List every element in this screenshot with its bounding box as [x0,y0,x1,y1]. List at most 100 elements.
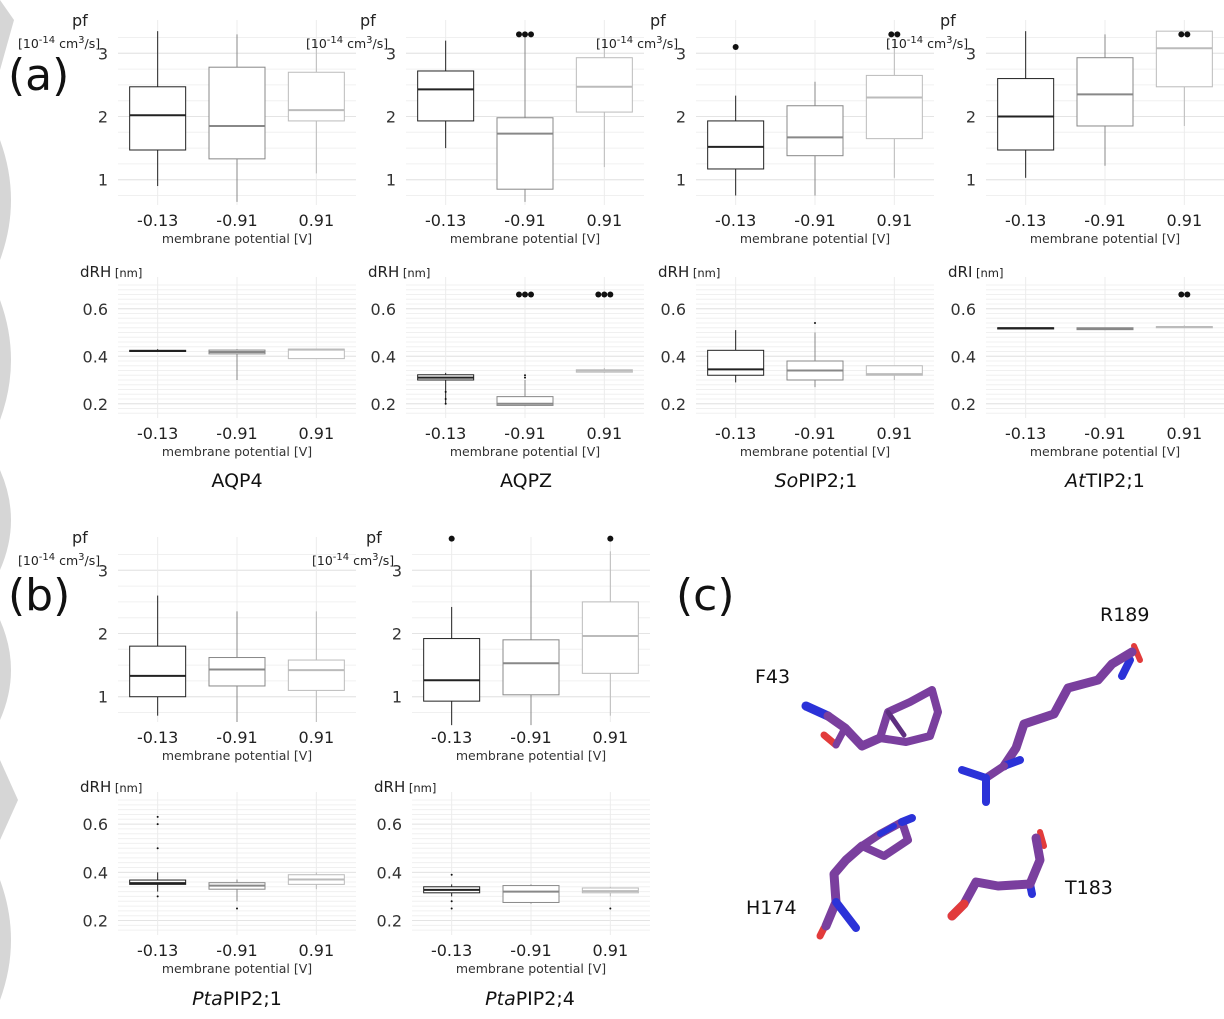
y-tick-label: 1 [392,688,402,707]
outlier-point [609,907,612,910]
outlier-point [522,31,528,38]
x-tick-label: -0.91 [794,211,835,230]
residue-structure [801,643,1143,940]
box-iqr [707,120,765,170]
outlier-point [156,847,159,850]
outlier-point [894,31,901,38]
box-0.91 [287,40,345,174]
y-axis-label: dRH [nm] [658,263,720,281]
y-tick-label: 1 [676,171,686,190]
box-0.91 [581,535,639,716]
residue-f43-sticks [801,686,942,751]
box--0.91 [1076,327,1134,331]
y-axis-unit: [10-14 cm3/s] [306,35,388,52]
outlier-point [450,900,453,903]
box-0.91 [287,611,345,722]
x-axis-label: membrane potential [V] [1030,231,1180,246]
outlier-point [1184,291,1191,298]
box--0.91 [786,81,844,196]
box-0.91 [287,348,345,360]
y-tick-label: 0.6 [951,300,976,319]
y-tick-label: 2 [966,108,976,127]
y-tick-label: 0.2 [371,395,396,414]
x-tick-label: 0.91 [299,941,335,960]
x-axis-label: membrane potential [V] [162,231,312,246]
outlier-point [450,873,453,876]
box--0.13 [707,330,765,383]
outlier-point [524,376,526,379]
box-0.91 [1155,291,1213,329]
outlier-point [516,291,522,298]
y-tick-label: 0.4 [951,347,976,366]
y-tick-label: 2 [392,625,402,644]
x-tick-label: -0.13 [425,424,466,443]
outlier-point [607,291,614,298]
x-axis-label: membrane potential [V] [162,961,312,976]
y-tick-label: 3 [392,561,402,580]
x-tick-label: 0.91 [587,211,623,230]
protein-name-ptapip24: PtaPIP2;4 [485,988,575,1010]
y-tick-label: 0.2 [83,912,108,931]
x-axis-label: membrane potential [V] [450,231,600,246]
box--0.13 [129,349,187,353]
x-tick-label: -0.13 [715,424,756,443]
y-axis-unit: [10-14 cm3/s] [596,35,678,52]
y-tick-label: 0.4 [377,863,402,882]
box-0.91 [581,886,639,910]
x-tick-label: 0.91 [1167,424,1203,443]
box-iqr [417,70,475,122]
x-tick-label: -0.13 [715,211,756,230]
x-tick-label: -0.13 [1005,211,1046,230]
outlier-point [444,390,447,393]
x-axis-label: membrane potential [V] [162,444,312,459]
box--0.13 [423,873,481,910]
y-axis-label: dRH [nm] [374,778,436,796]
protein-name-aqp4: AQP4 [211,470,263,492]
box--0.91 [496,291,554,407]
outlier-point [524,374,526,377]
x-tick-label: -0.91 [1084,211,1125,230]
box-iqr [423,638,481,702]
outlier-point [528,291,534,298]
x-tick-label: -0.91 [504,424,545,443]
y-axis-unit: [10-14 cm3/s] [18,35,100,52]
x-tick-label: -0.13 [137,941,178,960]
box-iqr [786,105,844,157]
y-tick-label: 1 [386,171,396,190]
box-0.91 [575,291,633,373]
box-0.91 [865,365,923,380]
y-axis-unit: [10-14 cm3/s] [312,552,394,569]
y-axis-label: pf [72,528,88,547]
box--0.13 [417,40,475,149]
box--0.13 [417,372,475,405]
outlier-point [516,31,522,38]
y-axis-label: dRH [nm] [80,778,142,796]
x-tick-label: -0.13 [1005,424,1046,443]
y-tick-label: 3 [676,44,686,63]
y-axis-label: pf [360,11,376,30]
box-iqr [208,657,266,687]
x-tick-label: -0.91 [216,941,257,960]
y-axis-label: pf [72,11,88,30]
x-tick-label: -0.13 [137,728,178,747]
y-tick-label: 0.6 [661,300,686,319]
x-tick-label: -0.13 [137,211,178,230]
panel-label-b: (b) [8,570,71,621]
box-0.91 [575,40,633,168]
box--0.13 [129,595,187,716]
y-tick-label: 2 [676,108,686,127]
x-tick-label: -0.91 [216,424,257,443]
y-tick-label: 1 [98,171,108,190]
x-tick-label: 0.91 [299,424,335,443]
y-tick-label: 3 [386,44,396,63]
panel-label-c: (c) [676,570,735,621]
x-tick-label: -0.13 [431,728,472,747]
box--0.91 [502,884,560,904]
